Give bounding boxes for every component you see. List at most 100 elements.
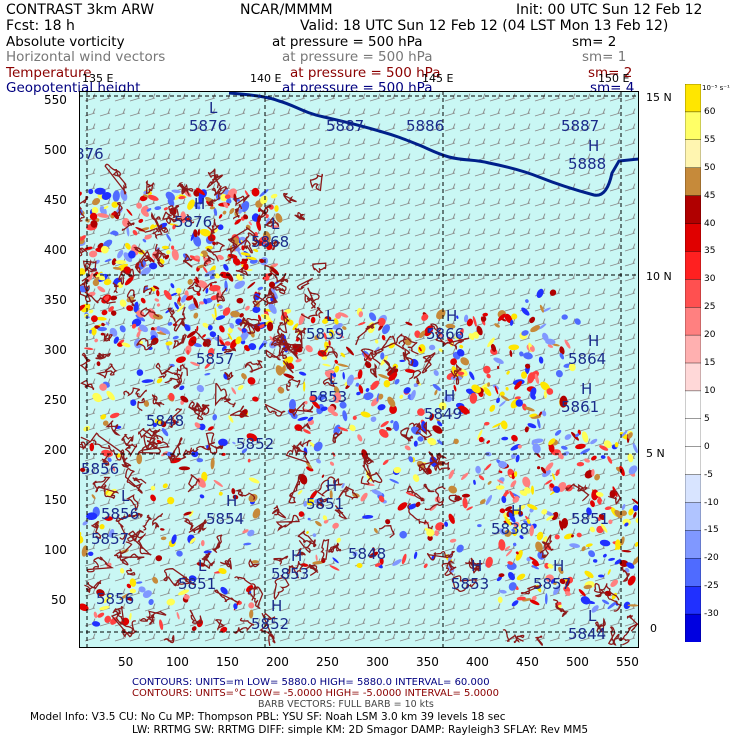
- vorticity-blob: [100, 245, 109, 254]
- vorticity-blob: [89, 442, 95, 452]
- vorticity-blob: [167, 496, 175, 505]
- colorbar-label: 45: [704, 190, 716, 201]
- vorticity-blob: [558, 520, 564, 531]
- wind-barb: [204, 303, 216, 312]
- temperature-contour-segment: [430, 323, 445, 345]
- vorticity-blob: [521, 330, 529, 336]
- vorticity-blob: [165, 191, 175, 201]
- vorticity-blob: [243, 214, 249, 220]
- temperature-contour-segment: [304, 293, 313, 303]
- vorticity-blob: [620, 536, 625, 546]
- vorticity-blob: [135, 314, 146, 322]
- vorticity-blob: [101, 192, 112, 200]
- temperature-contour-segment: [426, 550, 455, 561]
- vorticity-blob: [105, 321, 110, 326]
- vorticity-blob: [487, 382, 491, 387]
- wind-barb: [489, 138, 501, 147]
- vorticity-blob: [218, 567, 227, 575]
- vorticity-blob: [627, 432, 633, 439]
- wind-barb: [129, 153, 141, 162]
- temperature-contour-segment: [112, 282, 120, 294]
- wind-barb: [549, 378, 561, 387]
- vorticity-blob: [148, 599, 154, 605]
- vorticity-blob: [627, 453, 634, 463]
- vorticity-blob: [508, 344, 520, 351]
- vorticity-blob: [152, 422, 158, 428]
- wind-barb: [594, 288, 606, 297]
- vorticity-blob: [149, 262, 158, 270]
- vorticity-blob: [463, 314, 469, 323]
- wind-barb: [414, 213, 426, 222]
- vorticity-blob: [241, 245, 245, 251]
- wind-barb: [474, 93, 486, 102]
- temperature-contour-segment: [127, 529, 145, 542]
- vorticity-blob: [504, 313, 513, 324]
- vorticity-blob: [559, 352, 565, 360]
- wind-barb: [234, 603, 246, 612]
- wind-barb: [294, 303, 306, 312]
- wind-barb: [339, 558, 351, 567]
- vorticity-blob: [519, 535, 524, 540]
- wind-barb: [444, 123, 456, 132]
- vorticity-blob: [541, 410, 547, 417]
- wind-barb: [564, 603, 576, 612]
- wind-barb: [384, 603, 396, 612]
- wind-barb: [114, 213, 126, 222]
- vorticity-blob: [589, 526, 596, 533]
- temperature-contour-segment: [295, 439, 312, 451]
- wind-barb: [624, 198, 636, 207]
- wind-barb: [264, 573, 276, 582]
- temperature-contour-segment: [151, 394, 165, 408]
- vorticity-blob: [129, 588, 136, 594]
- wind-barb: [204, 138, 216, 147]
- wind-barb: [429, 363, 441, 372]
- vorticity-blob: [207, 325, 213, 331]
- temperature-contour-segment: [188, 400, 204, 421]
- wind-barb: [219, 153, 231, 162]
- vorticity-blob: [320, 406, 328, 412]
- vorticity-blob: [95, 218, 100, 222]
- vorticity-blob: [306, 499, 314, 506]
- wind-barb: [204, 498, 216, 507]
- vorticity-blob: [456, 349, 465, 357]
- wind-barb: [354, 633, 366, 642]
- wind-barb: [444, 633, 456, 642]
- wind-barb: [264, 498, 276, 507]
- wind-barb: [204, 543, 216, 552]
- vorticity-blob: [154, 206, 162, 211]
- wind-barb: [624, 483, 636, 492]
- wind-barb: [459, 93, 471, 102]
- wind-barb: [459, 528, 471, 537]
- wind-barb: [474, 573, 486, 582]
- vorticity-blob: [176, 611, 180, 620]
- vorticity-blob: [529, 413, 538, 418]
- temperature-contour-segment: [502, 629, 525, 644]
- vorticity-blob: [226, 198, 232, 204]
- height-value-label: 5848: [146, 412, 184, 430]
- temperature-contour-segment: [295, 330, 304, 349]
- vorticity-blob: [543, 390, 547, 399]
- wind-barb: [369, 138, 381, 147]
- wind-barb: [114, 288, 126, 297]
- vorticity-blob: [131, 323, 137, 329]
- wind-barb: [504, 618, 516, 627]
- wind-barb: [339, 513, 351, 522]
- wind-barb: [414, 243, 426, 252]
- vorticity-blob: [512, 542, 517, 547]
- vorticity-blob: [91, 328, 97, 336]
- wind-barb: [309, 123, 321, 132]
- wind-barb: [174, 423, 186, 432]
- vorticity-blob: [545, 462, 554, 472]
- vorticity-blob: [460, 357, 470, 366]
- wind-barb: [294, 573, 306, 582]
- vorticity-blob: [224, 341, 231, 346]
- wind-barb: [324, 168, 336, 177]
- colorbar-swatch: [685, 362, 701, 392]
- wind-barb: [294, 273, 306, 282]
- wind-barb: [624, 348, 636, 357]
- wind-barb: [99, 528, 111, 537]
- wind-barb: [204, 393, 216, 402]
- vorticity-blob: [248, 602, 255, 609]
- vorticity-blob: [180, 395, 189, 403]
- wind-barb: [324, 108, 336, 117]
